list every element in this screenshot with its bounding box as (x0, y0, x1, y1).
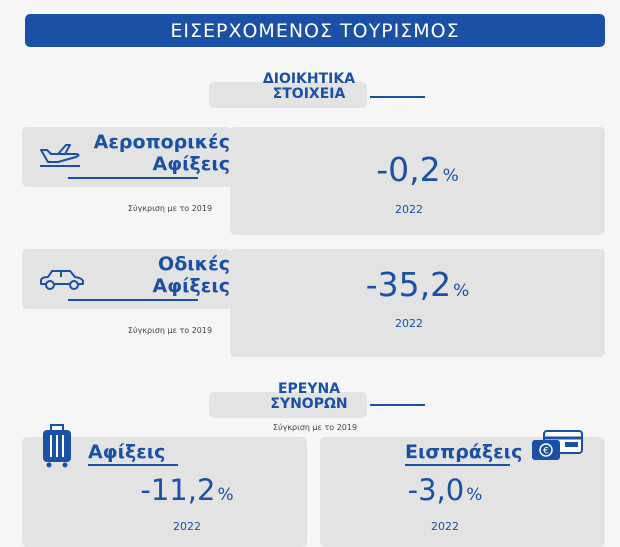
border-arrivals-value: -11,2% (22, 473, 352, 507)
page-banner: ΕΙΣΕΡΧΟΜΕΝΟΣ ΤΟΥΡΙΣΜΟΣ (25, 14, 605, 47)
border-receipts-value-unit: % (466, 485, 483, 505)
border-receipts-rule (405, 464, 510, 466)
airplane-icon (38, 140, 82, 170)
road-card-value-unit: % (453, 281, 470, 301)
credit-card-icon: € (530, 430, 586, 466)
road-card-value-number: -35,2 (365, 265, 452, 304)
air-card-title-line1: Αεροπορικές (93, 131, 230, 153)
border-section-line2: ΣΥΝΟΡΩΝ (270, 396, 348, 412)
admin-section-line2: ΣΤΟΙΧΕΙΑ (272, 86, 346, 102)
border-arrivals-value-unit: % (217, 485, 234, 505)
luggage-icon (40, 424, 74, 472)
air-card-year: 2022 (395, 203, 423, 216)
admin-section-line1: ΔΙΟΙΚΗΤΙΚΑ (262, 71, 356, 87)
air-card-value-unit: % (442, 166, 459, 186)
border-receipts-value: -3,0% (280, 473, 610, 507)
admin-section-label: ΔΙΟΙΚΗΤΙΚΑ ΣΤΟΙΧΕΙΑ (209, 72, 409, 102)
road-card-title-line2: Αφίξεις (152, 275, 230, 297)
road-card-year: 2022 (395, 317, 423, 330)
road-card-value-bg (230, 249, 605, 357)
border-arrivals-value-number: -11,2 (140, 473, 216, 507)
border-arrivals-year: 2022 (173, 520, 201, 533)
svg-text:€: € (543, 447, 549, 457)
air-card-value-bg (230, 127, 605, 235)
border-receipts-value-number: -3,0 (407, 473, 465, 507)
car-icon (38, 268, 86, 296)
border-section-rule (370, 404, 425, 406)
border-section-label: ΕΡΕΥΝΑ ΣΥΝΟΡΩΝ (209, 382, 409, 412)
air-card-rule (68, 177, 198, 179)
border-receipts-year: 2022 (431, 520, 459, 533)
border-section-line1: ΕΡΕΥΝΑ (277, 381, 341, 397)
border-section-compare-note: Σύγκριση με το 2019 (272, 423, 358, 432)
air-card-title-line2: Αφίξεις (152, 153, 230, 175)
border-receipts-title: Εισπράξεις (405, 441, 523, 463)
border-section-tab (209, 392, 367, 418)
border-arrivals-rule (88, 464, 178, 466)
air-card-title: Αεροπορικές Αφίξεις (80, 131, 230, 175)
road-card-rule (68, 299, 198, 301)
admin-section-tab (209, 82, 367, 108)
road-card-title: Οδικές Αφίξεις (80, 253, 230, 297)
road-card-compare-note: Σύγκριση με το 2019 (127, 326, 213, 335)
air-card-value-number: -0,2 (376, 150, 441, 189)
road-card-title-line1: Οδικές (158, 253, 230, 275)
admin-section-rule (370, 96, 425, 98)
air-card-value: -0,2% (230, 150, 605, 189)
banner-title: ΕΙΣΕΡΧΟΜΕΝΟΣ ΤΟΥΡΙΣΜΟΣ (170, 19, 460, 42)
air-card-compare-note: Σύγκριση με το 2019 (127, 204, 213, 213)
road-card-value: -35,2% (230, 265, 605, 304)
border-arrivals-title: Αφίξεις (88, 441, 166, 463)
